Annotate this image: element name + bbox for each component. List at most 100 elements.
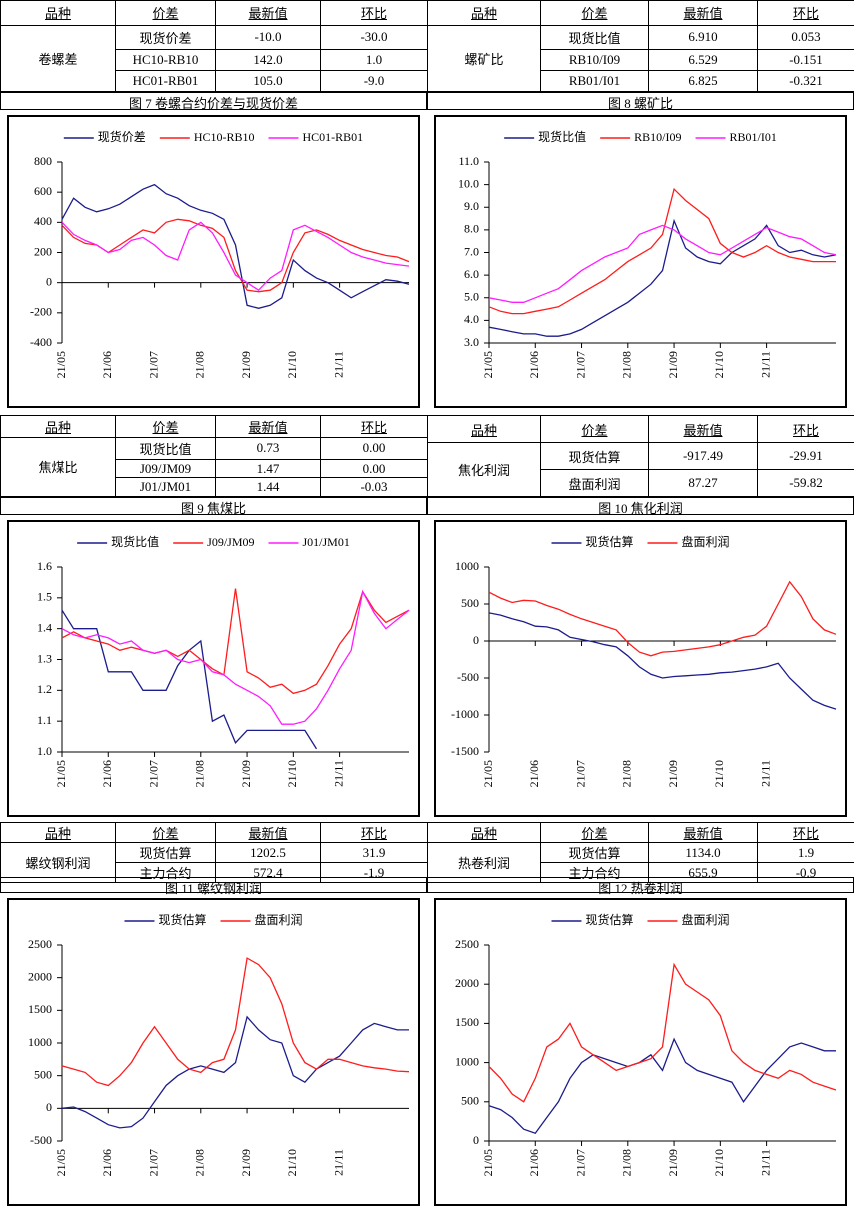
table-cell: -59.82 [757,469,854,497]
table-cell: 现货估算 [540,842,649,863]
x-tick-label: 21/10 [285,760,299,787]
y-tick-label: 2500 [28,937,52,951]
chart: 1.0 1.1 1.2 1.3 1.4 1.5 1.6 21/05 21/06 21/07 21/0… [7,520,420,817]
series-line [61,218,410,293]
table-cell: -917.49 [648,442,758,470]
table-cell: J09/JM09 [115,458,216,479]
chart-frame [434,520,847,817]
y-tick-label: 600 [34,184,52,198]
table-row: 焦煤比 现货比值 0.73 0.00 [0,436,428,498]
chart: -400 -200 0 200 400 600 800 21/05 21/06 21/07 21/0… [7,115,420,408]
legend-label: 现货比值 [538,129,586,144]
x-tick-label: 21/08 [620,1149,634,1176]
table-cell: RB10/I09 [540,49,649,72]
legend-label: J09/JM09 [207,535,254,549]
table-cell: -0.321 [757,70,854,92]
header-cell: 品种 [0,415,116,438]
y-tick-label: 2000 [28,969,52,983]
y-tick-label: 4.0 [464,312,479,326]
x-tick-label: 21/07 [573,351,587,378]
table-row: 焦化利润 现货估算 -917.49 -29.91 [427,442,854,497]
x-tick-label: 21/07 [146,760,160,787]
y-tick-label: 1500 [28,1002,52,1016]
chart-frame [7,115,420,408]
header-cell: 价差 [540,415,649,443]
x-tick-label: 21/06 [527,351,541,378]
series-line [488,962,837,1103]
table-cell: 现货价差 [115,24,216,51]
y-tick-label: 1.2 [37,682,52,696]
chart: 3.0 4.0 5.0 6.0 7.0 8.0 9.0 10.0 11.0 21/05 21/06 2… [434,115,847,408]
table-cell: HC10-RB10 [115,49,216,72]
x-tick-label: 21/08 [193,351,207,378]
x-tick-label: 21/06 [100,1149,114,1176]
series-line [488,612,837,710]
x-tick-label: 21/10 [712,351,726,378]
chart: -1500 -1000 -500 0 500 1000 21/05 21/06 21/07 21/… [434,520,847,817]
table-cell: 1134.0 [648,842,758,863]
figure-caption: 图 11 螺纹钢利润 [0,877,427,896]
table-cell: -0.151 [757,49,854,72]
table-cell: 6.825 [648,70,758,92]
y-tick-label: 1.4 [37,620,52,634]
table-row: 盘面利润 87.27 -59.82 [428,469,854,497]
chart: 0 500 1000 1500 2000 2500 21/05 21/06 21/07 21/08… [434,898,847,1206]
y-tick-label: 2000 [455,976,479,990]
y-tick-label: 800 [34,154,52,168]
table-cell: 现货估算 [540,442,649,470]
header-cell: 最新值 [648,822,758,843]
row-name: 焦化利润 [427,442,541,497]
y-tick-label: 1000 [455,559,479,573]
row-name: 螺矿比 [427,24,541,93]
legend: 现货价差 HC10-RB10 HC01-RB01 [63,129,363,144]
x-tick-label: 21/09 [666,351,680,378]
table-cell: 1.9 [757,842,854,863]
table-cell: 1.47 [215,458,321,479]
table-cell: 105.0 [215,70,321,92]
row-name: 螺纹钢利润 [0,842,116,883]
table-cell: -29.91 [757,442,854,470]
y-tick-label: -500 [30,1133,52,1147]
y-tick-label: 10.0 [458,176,479,190]
x-tick-label: 21/07 [146,1149,160,1176]
x-tick-label: 21/05 [481,760,495,787]
x-tick-label: 21/10 [285,351,299,378]
chart-frame [434,898,847,1206]
series-line [61,183,410,309]
legend: 现货估算 盘面利润 [551,912,730,927]
y-tick-label: 0 [46,1100,52,1114]
data-table: 品种 价差 最新值 环比 卷螺差 现货价差 -10.0 -30.0 HC10-RB10 142.0… [0,0,428,93]
table-row: 螺纹钢利润 现货估算 1202.5 31.9 [0,842,428,883]
table-cell: 0.053 [757,24,854,51]
table-cell: HC01-RB01 [115,70,216,92]
y-tick-label: 400 [34,214,52,228]
table-cell: 142.0 [215,49,321,72]
data-table: 品种 价差 最新值 环比 焦化利润 现货估算 -917.49 -29.91 盘面利润 87.27-… [427,415,854,497]
legend-label: 盘面利润 [255,912,303,927]
series-line [61,221,410,292]
x-tick-label: 21/05 [54,1149,68,1176]
y-tick-label: 1.5 [37,590,52,604]
x-tick-label: 21/05 [481,1149,495,1176]
table-cell: 现货比值 [115,436,216,460]
x-tick-label: 21/10 [285,1149,299,1176]
y-tick-label: 7.0 [464,244,479,258]
table-cell: 盘面利润 [540,469,649,497]
x-tick-label: 21/05 [481,351,495,378]
legend-label: 现货价差 [98,129,146,144]
header-cell: 价差 [115,415,216,438]
y-tick-label: 3.0 [464,335,479,349]
header-row: 品种 价差 最新值 环比 [0,822,428,843]
y-tick-label: 1.0 [37,744,52,758]
table-cell: 0.00 [320,458,428,479]
table-cell: 1.0 [320,49,428,72]
table-cell: 现货估算 [115,842,216,863]
y-tick-label: 500 [34,1067,52,1081]
table-cell: 31.9 [320,842,428,863]
table-cell: 现货比值 [540,24,649,51]
table-row: 卷螺差 现货价差 -10.0 -30.0 [0,24,428,93]
table-row: HC01-RB01 105.0 -9.0 [1,70,428,92]
y-tick-label: 9.0 [464,199,479,213]
legend-label: RB01/I01 [730,130,777,144]
header-row: 品种 价差 最新值 环比 [427,0,854,26]
